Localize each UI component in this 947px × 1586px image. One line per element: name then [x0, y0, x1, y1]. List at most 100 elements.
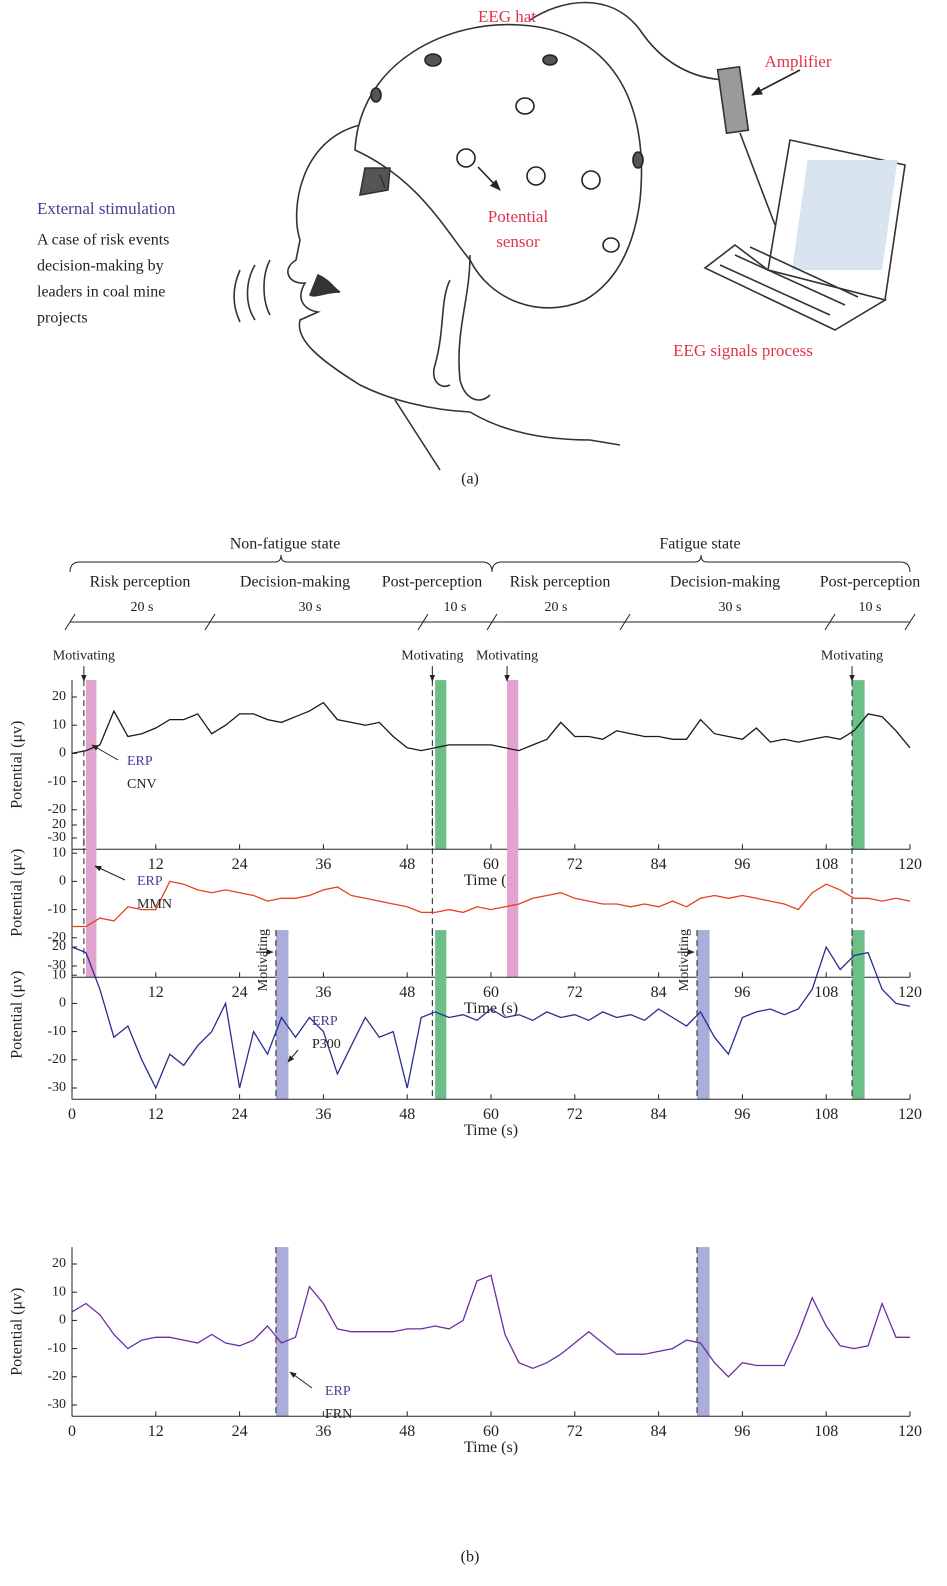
x-tick-label: 36 [315, 856, 331, 873]
brace [69, 554, 493, 573]
x-tick-label: 36 [315, 984, 331, 1001]
timeline-tick [64, 613, 76, 631]
phase-duration: 10 s [444, 600, 467, 615]
y-tick-label: -30 [47, 1080, 66, 1095]
x-tick-label: 24 [232, 984, 248, 1001]
signal-line [71, 1274, 910, 1378]
highlight-band [275, 1247, 289, 1417]
phase-duration: 20 s [545, 600, 568, 615]
brace [491, 554, 911, 573]
x-tick-label: 24 [232, 1106, 248, 1123]
illustration [233, 1, 906, 471]
erp-component: P300 [312, 1037, 341, 1052]
x-tick-label: 120 [898, 856, 922, 873]
hat-label: EEG hat [478, 7, 536, 26]
x-tick-label: 120 [898, 984, 922, 1001]
x-tick-label: 108 [814, 1423, 838, 1440]
highlight-band [507, 680, 519, 850]
y-tick-label: 10 [52, 1284, 66, 1299]
x-axis-title: Time (s) [464, 872, 518, 889]
x-tick-label: 24 [232, 1423, 248, 1440]
phase-label: Decision-making [240, 574, 350, 591]
signal-line [72, 880, 911, 928]
highlight-band [507, 808, 519, 978]
x-tick-label: 48 [399, 856, 415, 873]
y-tick-label: -20 [47, 802, 66, 817]
y-tick-label: 20 [52, 939, 66, 954]
caption: (a) [461, 471, 479, 488]
motivating-label: Motivating [821, 648, 883, 663]
x-tick-label: 84 [651, 1423, 667, 1440]
x-tick-label: 60 [483, 1423, 499, 1440]
highlight-band [852, 930, 865, 1100]
case-text: leaders in coal mine [37, 284, 165, 301]
timeline-tick [417, 613, 429, 631]
x-tick-label: 96 [734, 856, 750, 873]
x-tick-label: 72 [567, 856, 583, 873]
y-tick-label: 20 [52, 689, 66, 704]
state-label: Fatigue state [659, 536, 740, 553]
x-tick-label: 12 [148, 984, 164, 1001]
y-tick-label: -30 [47, 958, 66, 973]
timeline-tick [204, 613, 216, 631]
x-tick-label: 120 [898, 1106, 922, 1123]
x-tick-label: 84 [651, 984, 667, 1001]
x-tick-label: 24 [232, 856, 248, 873]
x-tick-label: 60 [483, 856, 499, 873]
erp-arrow [287, 1049, 299, 1063]
signal-line [71, 701, 911, 755]
highlight-band [85, 680, 97, 850]
state-label: Non-fatigue state [230, 536, 341, 553]
y-tick-label: -20 [47, 1369, 66, 1384]
signal-line [71, 945, 911, 1090]
y-tick-label: 0 [59, 746, 66, 761]
y-tick-label: 0 [59, 1313, 66, 1328]
x-axis-title: Time (s) [464, 1122, 518, 1139]
process-label: EEG signals process [673, 341, 813, 360]
caption: (b) [461, 1549, 480, 1566]
motivating-label: Motivating [401, 648, 463, 663]
erp-label: ERP [127, 754, 153, 769]
motivating-label: Motivating [53, 648, 115, 663]
phase-duration: 10 s [859, 600, 882, 615]
stimulation-label: External stimulation [37, 199, 176, 218]
highlight-band [435, 680, 447, 850]
y-axis-title: Potential (μv) [9, 1288, 26, 1376]
y-tick-label: -30 [47, 830, 66, 845]
highlight-band [852, 680, 865, 850]
y-tick-label: -10 [47, 1024, 66, 1039]
phase-duration: 30 s [719, 600, 742, 615]
phase-duration: 20 s [131, 600, 154, 615]
x-tick-label: 96 [734, 1106, 750, 1123]
case-text: A case of risk events [37, 232, 169, 249]
x-tick-label: 108 [814, 1106, 838, 1123]
y-tick-label: 0 [59, 874, 66, 889]
erp-label: ERP [325, 1384, 351, 1399]
erp-arrow [289, 1371, 313, 1389]
x-tick-label: 84 [651, 1106, 667, 1123]
x-tick-label: 0 [68, 1106, 76, 1123]
x-tick-label: 72 [567, 1423, 583, 1440]
erp-component: MMN [137, 897, 172, 912]
y-axis-title: Potential (μv) [9, 721, 26, 809]
erp-arrow [91, 744, 119, 761]
erp-component: CNV [127, 777, 157, 792]
motivating-label: Motivating [677, 929, 692, 991]
motivating-label: Motivating [256, 929, 271, 991]
motivating-label: Motivating [476, 648, 538, 663]
x-tick-label: 36 [315, 1106, 331, 1123]
y-tick-label: 20 [52, 1256, 66, 1271]
x-tick-label: 48 [399, 984, 415, 1001]
x-tick-label: 72 [567, 984, 583, 1001]
phase-duration: 30 s [299, 600, 322, 615]
y-tick-label: -20 [47, 1052, 66, 1067]
highlight-band [275, 930, 289, 1100]
y-tick-label: 10 [52, 845, 66, 860]
x-axis-title: Time (s) [464, 1439, 518, 1456]
x-tick-label: 12 [148, 1106, 164, 1123]
x-tick-label: 12 [148, 856, 164, 873]
highlight-band [85, 808, 97, 978]
y-tick-label: -20 [47, 930, 66, 945]
